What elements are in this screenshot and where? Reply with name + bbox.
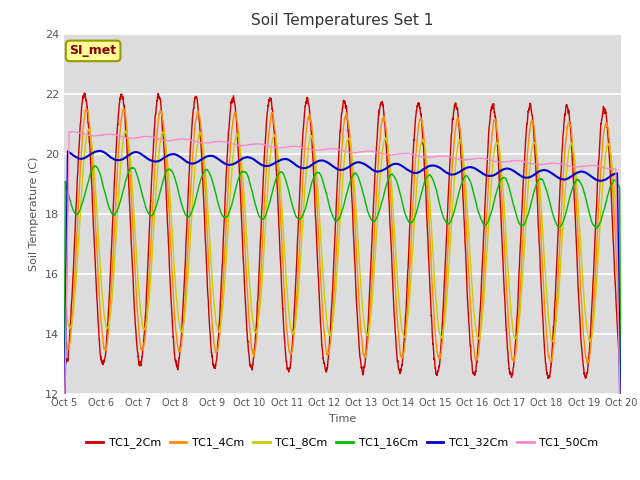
TC1_32Cm	[60, 449, 68, 455]
TC1_8Cm	[161, 132, 168, 137]
TC1_50Cm	[68, 129, 76, 134]
Line: TC1_50Cm: TC1_50Cm	[64, 132, 621, 454]
TC1_50Cm	[322, 146, 330, 152]
TC1_4Cm	[161, 129, 168, 134]
TC1_2Cm	[436, 350, 444, 356]
TC1_8Cm	[467, 272, 475, 277]
TC1_16Cm	[617, 441, 625, 447]
TC1_32Cm	[436, 165, 444, 171]
TC1_16Cm	[322, 188, 330, 194]
TC1_32Cm	[96, 148, 104, 154]
X-axis label: Time: Time	[329, 414, 356, 424]
TC1_50Cm	[499, 159, 507, 165]
TC1_4Cm	[467, 316, 475, 322]
TC1_50Cm	[161, 138, 168, 144]
TC1_8Cm	[436, 333, 444, 338]
TC1_16Cm	[91, 163, 99, 169]
TC1_16Cm	[60, 463, 68, 469]
TC1_50Cm	[436, 153, 444, 159]
TC1_2Cm	[616, 365, 624, 371]
TC1_4Cm	[436, 354, 444, 360]
TC1_32Cm	[617, 451, 625, 456]
Title: Soil Temperatures Set 1: Soil Temperatures Set 1	[252, 13, 433, 28]
TC1_16Cm	[616, 299, 624, 305]
TC1_16Cm	[161, 174, 168, 180]
TC1_2Cm	[161, 148, 168, 154]
TC1_32Cm	[467, 164, 475, 170]
Text: SI_met: SI_met	[70, 44, 116, 58]
TC1_32Cm	[161, 155, 168, 161]
TC1_4Cm	[499, 213, 507, 219]
TC1_50Cm	[60, 440, 68, 446]
Line: TC1_4Cm: TC1_4Cm	[64, 109, 621, 480]
TC1_4Cm	[322, 344, 330, 349]
Line: TC1_16Cm: TC1_16Cm	[64, 166, 621, 466]
Line: TC1_32Cm: TC1_32Cm	[64, 151, 621, 454]
TC1_50Cm	[617, 451, 625, 457]
TC1_16Cm	[499, 175, 507, 181]
TC1_50Cm	[616, 415, 624, 420]
TC1_2Cm	[499, 257, 507, 263]
Y-axis label: Soil Temperature (C): Soil Temperature (C)	[29, 156, 39, 271]
TC1_32Cm	[322, 159, 330, 165]
Line: TC1_8Cm: TC1_8Cm	[64, 129, 621, 480]
TC1_16Cm	[436, 205, 444, 211]
TC1_32Cm	[499, 167, 507, 172]
TC1_8Cm	[499, 184, 507, 190]
TC1_2Cm	[322, 368, 330, 374]
TC1_4Cm	[120, 107, 128, 112]
TC1_8Cm	[85, 126, 93, 132]
TC1_2Cm	[467, 357, 475, 363]
Legend: TC1_2Cm, TC1_4Cm, TC1_8Cm, TC1_16Cm, TC1_32Cm, TC1_50Cm: TC1_2Cm, TC1_4Cm, TC1_8Cm, TC1_16Cm, TC1…	[82, 433, 603, 453]
TC1_8Cm	[616, 283, 624, 288]
TC1_4Cm	[616, 324, 624, 329]
TC1_32Cm	[616, 403, 624, 408]
TC1_8Cm	[322, 307, 330, 312]
TC1_2Cm	[81, 90, 88, 96]
Line: TC1_2Cm: TC1_2Cm	[64, 93, 621, 480]
TC1_16Cm	[467, 181, 475, 187]
TC1_50Cm	[467, 156, 475, 162]
